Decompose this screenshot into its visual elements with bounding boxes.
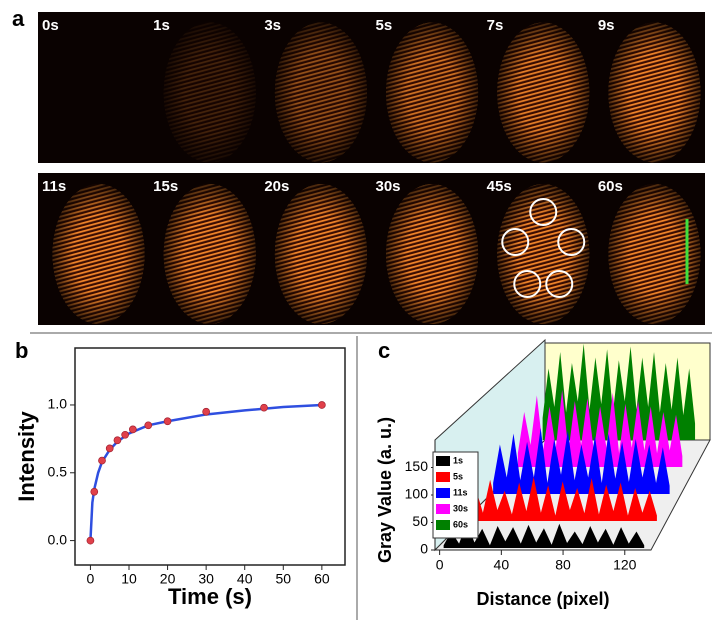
fingerprint — [386, 22, 479, 163]
roi-circle — [557, 228, 586, 256]
frame-time: 7s — [487, 17, 504, 34]
y-tick-label: 1.0 — [48, 396, 68, 412]
legend-swatch — [436, 520, 450, 530]
legend-label: 30s — [453, 503, 468, 513]
frame-time: 15s — [153, 178, 178, 195]
fingerprint-fade — [497, 184, 590, 324]
fingerprint-fade — [497, 22, 590, 163]
data-point — [90, 487, 99, 496]
y-tick-label: 150 — [405, 458, 429, 474]
x-tick-label: 40 — [237, 571, 253, 587]
plot-frame — [74, 347, 346, 566]
data-point — [260, 403, 268, 412]
frame-time: 9s — [598, 17, 615, 34]
y-tick-label: 100 — [405, 486, 429, 502]
frame-time: 20s — [264, 178, 289, 195]
frame-time: 30s — [376, 178, 401, 195]
image-row — [38, 173, 705, 325]
fingerprint-fade — [386, 22, 479, 163]
x-tick-label: 10 — [121, 571, 137, 587]
image-row — [38, 12, 705, 163]
fingerprint — [163, 184, 256, 324]
panel-label: c — [378, 338, 390, 363]
fingerprint-fade — [608, 184, 701, 324]
fingerprint — [497, 22, 590, 163]
panel-label: a — [12, 6, 25, 31]
profile-area — [443, 523, 645, 548]
fingerprint — [274, 184, 367, 324]
y-tick-label: 0.0 — [48, 531, 68, 547]
x-tick-label: 120 — [613, 557, 637, 573]
x-tick-label: 0 — [436, 557, 444, 573]
x-tick-label: 60 — [314, 571, 330, 587]
fingerprint — [274, 22, 367, 163]
fingerprint — [52, 184, 145, 324]
fingerprint-fade — [608, 22, 701, 163]
profile-area — [468, 477, 657, 521]
y-tick-label: 0.5 — [48, 463, 68, 479]
y-axis-title: Intensity — [14, 411, 39, 502]
fit-line — [89, 403, 322, 541]
frame-time: 0s — [42, 17, 59, 34]
frame-time: 11s — [42, 178, 66, 195]
roi-circle — [501, 228, 530, 256]
fingerprint-fade — [163, 22, 256, 163]
fingerprint — [163, 22, 256, 163]
x-tick-label: 30 — [198, 571, 214, 587]
fingerprint — [386, 184, 479, 324]
x-axis-title: Distance (pixel) — [476, 589, 609, 609]
profile-area — [542, 343, 696, 440]
frame-time: 3s — [264, 17, 281, 34]
data-point — [113, 436, 122, 445]
legend-swatch — [436, 504, 450, 514]
frame-time: 45s — [487, 178, 512, 195]
x-tick-label: 40 — [494, 557, 510, 573]
roi-circle — [545, 270, 574, 298]
frame-time: 1s — [153, 17, 170, 34]
x-tick-label: 50 — [275, 571, 291, 587]
legend-swatch — [436, 472, 450, 482]
legend-swatch — [436, 488, 450, 498]
fingerprint-fade — [163, 184, 256, 324]
data-point — [318, 401, 326, 409]
legend-label: 60s — [453, 519, 468, 529]
x-axis-title: Time (s) — [168, 584, 252, 609]
x-tick-label: 80 — [555, 557, 571, 573]
fingerprint-fade — [274, 22, 367, 163]
legend-swatch — [436, 456, 450, 466]
y-tick-label: 0 — [420, 541, 428, 557]
data-point — [202, 407, 210, 416]
fingerprint — [497, 184, 590, 324]
y-axis-title: Gray Value (a. u.) — [375, 417, 395, 563]
frame-time: 5s — [376, 17, 393, 34]
legend-label: 5s — [453, 471, 463, 481]
data-point — [144, 421, 153, 430]
data-point — [105, 444, 114, 453]
roi-circle — [513, 270, 542, 298]
fingerprint-fade — [386, 184, 479, 324]
legend-label: 11s — [453, 487, 468, 497]
data-point — [98, 456, 106, 465]
panel-label: b — [15, 338, 28, 363]
fingerprint-fade — [274, 184, 367, 324]
data-point — [86, 536, 95, 545]
y-tick-label: 50 — [412, 513, 428, 529]
data-point — [121, 430, 129, 439]
x-tick-label: 20 — [160, 571, 176, 587]
fingerprint — [608, 22, 701, 163]
data-point — [163, 417, 172, 426]
frame-time: 60s — [598, 178, 623, 195]
legend-label: 1s — [453, 455, 463, 465]
profile-area — [517, 390, 683, 467]
fingerprint — [608, 184, 701, 324]
profile-area — [493, 428, 670, 494]
fingerprint-fade — [52, 184, 145, 324]
x-tick-label: 0 — [87, 571, 95, 587]
roi-circle — [529, 198, 558, 226]
data-point — [129, 425, 137, 434]
